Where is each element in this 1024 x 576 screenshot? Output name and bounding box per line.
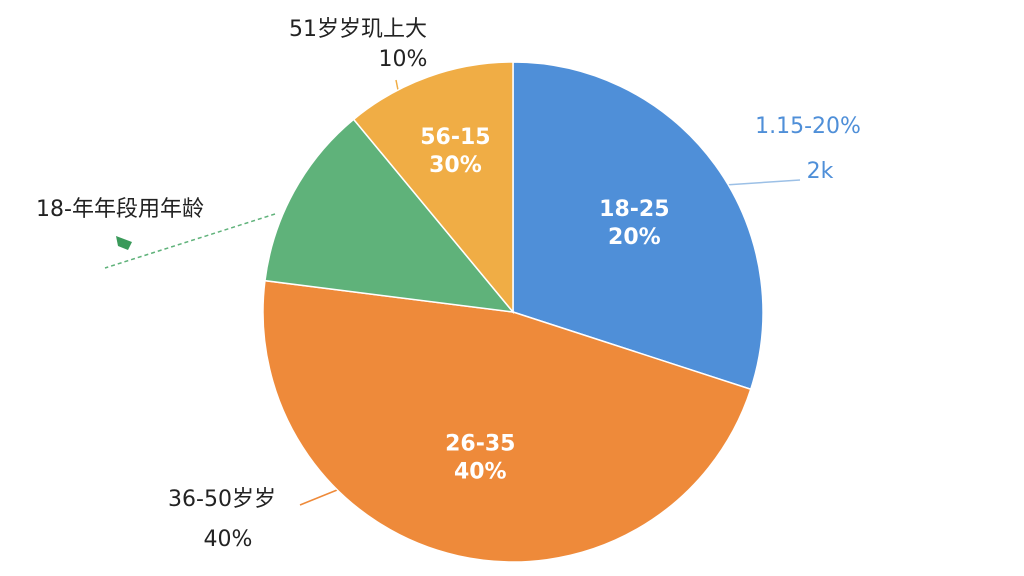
annotation: 10% — [379, 47, 428, 72]
pie-slice — [264, 118, 515, 313]
annotation: 2k — [807, 159, 834, 184]
leader-line — [299, 487, 343, 506]
slice-label: 30% — [429, 153, 482, 178]
annotation: 18-年年段用年龄 — [36, 197, 204, 222]
slice-category: 26-35 — [445, 431, 515, 456]
annotation: 1.15-20% — [755, 114, 861, 139]
slice-category: 18-25 — [599, 197, 669, 222]
slice-label: 40% — [454, 459, 507, 484]
annotation: 36-50岁岁 — [168, 487, 276, 512]
slice-label: 20% — [608, 225, 661, 250]
pie-slice — [512, 61, 764, 391]
slice-category: 56-15 — [420, 125, 490, 150]
pie-slice — [262, 279, 752, 563]
leader-line — [724, 179, 801, 186]
pie-slice — [352, 61, 514, 315]
leader-line — [104, 213, 276, 269]
marker — [116, 236, 132, 250]
annotation: 51岁岁玑上大 — [289, 17, 427, 42]
annotation: 40% — [204, 527, 253, 552]
